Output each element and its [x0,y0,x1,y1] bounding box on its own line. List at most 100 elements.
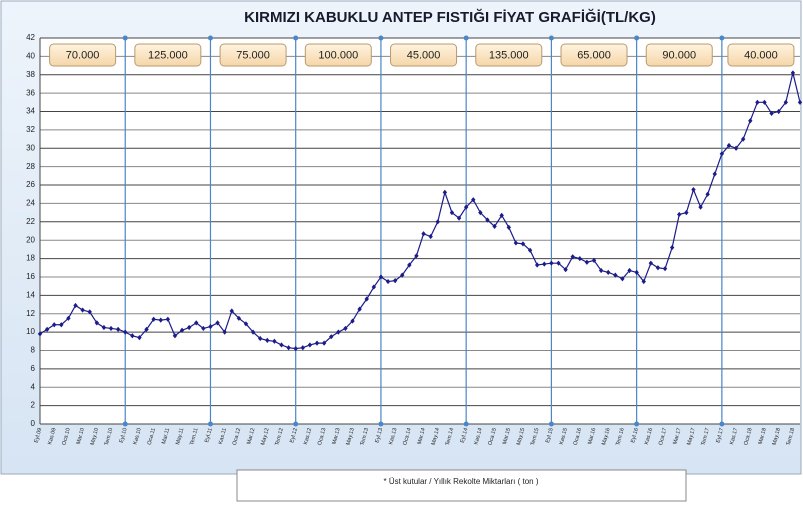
point-marker [790,70,796,76]
divider-dot [122,421,128,427]
x-tick-label: Oca.16 [573,427,583,446]
divider-dot [548,35,554,41]
point-marker [80,307,85,313]
point-marker [499,212,504,218]
point-marker [115,326,121,332]
y-tick-label: 20 [26,235,35,244]
point-marker [698,204,703,210]
x-tick-label: Tem.11 [189,427,199,446]
point-marker [172,333,178,339]
point-marker [179,327,185,333]
point-marker [336,329,341,335]
divider-dot [378,35,384,41]
y-tick-label: 12 [26,309,35,318]
point-marker [137,335,142,341]
point-marker [158,317,163,323]
point-marker [712,171,717,177]
point-marker [691,187,696,193]
point-marker [250,329,256,335]
divider-dot [634,421,640,427]
y-tick-label: 2 [31,401,36,410]
point-marker [748,118,753,124]
point-marker [655,265,661,271]
y-tick-label: 24 [26,199,35,208]
y-tick-label: 30 [26,143,35,152]
y-tick-label: 28 [26,162,35,171]
point-marker [59,322,64,328]
point-marker [229,308,234,314]
x-tick-label: Kas.15 [559,427,569,445]
point-marker [272,338,277,344]
point-marker [449,210,455,216]
point-marker [705,191,710,197]
point-marker [613,272,618,278]
point-marker [485,217,490,223]
divider-dot [463,421,469,427]
harvest-label: 75.000 [236,49,270,61]
y-tick-label: 16 [26,272,35,281]
point-marker [186,324,192,331]
point-marker [165,316,171,322]
harvest-box [475,43,543,67]
point-marker [620,276,625,282]
point-marker [520,241,526,247]
x-tick-label: Eyl.11 [204,427,214,443]
point-marker [797,99,803,105]
point-marker [755,99,760,105]
x-tick-label: Tem.18 [786,427,796,446]
point-marker [506,224,511,230]
point-marker [456,215,462,221]
point-marker [463,204,469,210]
point-marker [123,329,128,335]
point-marker [428,233,433,240]
x-tick-label: Kas.16 [644,427,654,445]
point-marker [364,296,369,302]
harvest-label: 40.000 [744,49,778,61]
point-marker [52,322,57,328]
point-marker [598,267,604,274]
point-marker [257,335,263,342]
point-marker [208,323,213,330]
point-marker [392,278,398,284]
point-marker [201,325,206,332]
divider-dot [634,35,640,41]
y-tick-label: 40 [26,51,35,60]
point-marker [151,316,156,322]
point-marker [307,342,313,348]
point-marker [265,337,270,343]
point-marker [236,315,242,321]
point-marker [641,278,646,285]
x-tick-label: Tem.12 [274,427,284,446]
harvest-label: 135.000 [489,49,529,61]
point-marker [37,331,43,337]
point-marker [762,99,767,105]
x-tick-label: Eyl.16 [630,427,640,443]
x-tick-label: May.13 [345,427,355,446]
point-marker [44,326,50,332]
point-marker [321,340,327,346]
point-marker [421,231,426,237]
divider-dot [207,421,213,427]
y-tick-label: 10 [26,327,35,336]
point-marker [350,318,355,324]
x-tick-label: Eyl.10 [119,427,129,443]
point-marker [549,260,554,266]
point-marker [279,342,284,348]
x-tick-label: Kas.09 [47,427,57,445]
point-marker [371,284,377,290]
point-marker [442,189,448,195]
x-tick-label: Kas.11 [218,427,228,445]
x-tick-label: Tem.10 [104,427,114,446]
x-tick-label: Tem.15 [530,427,540,446]
point-marker [108,325,114,332]
x-tick-label: Kas.14 [473,427,483,445]
point-marker [300,345,306,351]
point-marker [314,340,320,346]
point-marker [94,320,100,326]
divider-dot [719,35,725,41]
divider-dot [719,421,725,427]
point-marker [73,302,78,309]
y-tick-label: 6 [31,364,36,373]
